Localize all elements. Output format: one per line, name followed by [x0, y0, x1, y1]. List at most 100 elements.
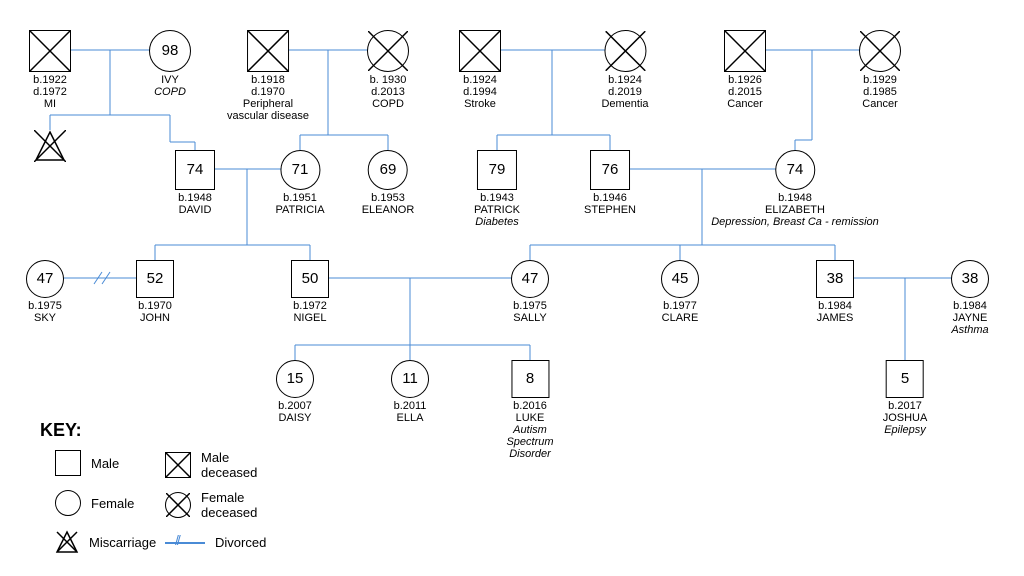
age: 74	[187, 162, 204, 179]
person-sally: 47 b.1975SALLY	[511, 260, 549, 324]
person-label: b.1929d.1985Cancer	[859, 74, 901, 110]
person-label: b.1926d.2015Cancer	[724, 74, 766, 110]
female-symbol: 98	[149, 30, 191, 72]
female-symbol	[859, 30, 901, 72]
age: 15	[287, 371, 304, 388]
key-female-icon	[55, 490, 81, 516]
female-symbol: 47	[511, 260, 549, 298]
person-label: b. 1930d.2013COPD	[367, 74, 409, 110]
person-eleanor: 69 b.1953ELEANOR	[362, 150, 415, 216]
male-symbol: 38	[816, 260, 854, 298]
person-label: b.1948ELIZABETHDepression, Breast Ca - r…	[711, 192, 879, 228]
female-symbol: 47	[26, 260, 64, 298]
person-label: b.2007DAISY	[276, 400, 314, 424]
person-james: 38b.1984JAMES	[816, 260, 854, 324]
key-label: Femaledeceased	[201, 490, 257, 520]
age: 47	[522, 271, 539, 288]
age: 38	[962, 271, 979, 288]
male-symbol: 76	[590, 150, 630, 190]
key-item: Female	[55, 490, 134, 516]
person-patricia: 71 b.1951PATRICIA	[275, 150, 324, 216]
male-symbol: 79	[477, 150, 517, 190]
person-label: b.1972NIGEL	[291, 300, 329, 324]
person-label: IVYCOPD	[149, 74, 191, 98]
person-label: b.1975SALLY	[511, 300, 549, 324]
male-symbol	[459, 30, 501, 72]
female-symbol	[367, 30, 409, 72]
age: 50	[302, 271, 319, 288]
age: 98	[162, 43, 179, 60]
key-male-icon	[165, 452, 191, 478]
male-symbol: 5	[886, 360, 924, 398]
age: 45	[672, 271, 689, 288]
key-female-icon	[165, 492, 191, 518]
person-g1c: b.1918d.1970Peripheralvascular disease	[227, 30, 309, 122]
key-divorced-icon: //	[165, 542, 205, 544]
age: 76	[602, 162, 619, 179]
key-label: Maledeceased	[201, 450, 257, 480]
key-label: Miscarriage	[89, 535, 156, 550]
person-label: b.1943PATRICKDiabetes	[474, 192, 520, 228]
age: 52	[147, 271, 164, 288]
person-mis	[34, 130, 66, 162]
female-symbol	[604, 30, 646, 72]
male-symbol: 74	[175, 150, 215, 190]
person-sky: 47b.1975SKY	[26, 260, 64, 324]
person-clare: 45 b.1977CLARE	[661, 260, 699, 324]
male-symbol: 50	[291, 260, 329, 298]
person-nigel: 50 b.1972NIGEL	[291, 260, 329, 324]
person-label: b.1975SKY	[26, 300, 64, 324]
key-item: Male	[55, 450, 119, 476]
person-label: b.1922d.1972MI	[29, 74, 71, 110]
key-label: Divorced	[215, 535, 266, 550]
age: 71	[292, 162, 309, 179]
age: 5	[901, 371, 909, 388]
person-daisy: 15 b.2007DAISY	[276, 360, 314, 424]
person-elizabeth: 74b.1948ELIZABETHDepression, Breast Ca -…	[711, 150, 879, 228]
age: 69	[380, 162, 397, 179]
female-symbol: 11	[391, 360, 429, 398]
key-label: Male	[91, 456, 119, 471]
key-item: Maledeceased	[165, 450, 257, 480]
age: 79	[489, 162, 506, 179]
person-label: b.2016LUKEAutismSpectrumDisorder	[506, 400, 553, 460]
person-john: 52 b.1970JOHN	[136, 260, 174, 324]
person-label: b.2017JOSHUAEpilepsy	[883, 400, 928, 436]
person-g1e: b.1924d.1994Stroke	[459, 30, 501, 110]
person-stephen: 76 b.1946STEPHEN	[584, 150, 636, 216]
key-title: KEY:	[40, 420, 82, 441]
person-luke: 8 b.2016LUKEAutismSpectrumDisorder	[506, 360, 553, 460]
person-label: b.1918d.1970Peripheralvascular disease	[227, 74, 309, 122]
person-label: b.1924d.1994Stroke	[459, 74, 501, 110]
person-g1a: b.1922d.1972MI	[29, 30, 71, 110]
person-ella: 11 b.2011ELLA	[391, 360, 429, 424]
person-patrick: 79 b.1943PATRICKDiabetes	[474, 150, 520, 228]
female-symbol: 71	[280, 150, 320, 190]
female-symbol: 15	[276, 360, 314, 398]
age: 8	[526, 371, 534, 388]
person-g1d: b. 1930d.2013COPD	[367, 30, 409, 110]
key-label: Female	[91, 496, 134, 511]
male-symbol	[34, 130, 66, 162]
person-label: b.1970JOHN	[136, 300, 174, 324]
person-label: b.1946STEPHEN	[584, 192, 636, 216]
person-david: 74 b.1948DAVID	[175, 150, 215, 216]
key-item: Miscarriage	[55, 530, 156, 554]
person-joshua: 5 b.2017JOSHUAEpilepsy	[883, 360, 928, 436]
male-symbol: 52	[136, 260, 174, 298]
person-g1f: b.1924d.2019Dementia	[601, 30, 648, 110]
person-label: b.1984JAYNEAsthma	[951, 300, 989, 336]
male-symbol	[29, 30, 71, 72]
person-label: b.1948DAVID	[175, 192, 215, 216]
person-g1g: b.1926d.2015Cancer	[724, 30, 766, 110]
male-symbol	[247, 30, 289, 72]
person-label: b.1953ELEANOR	[362, 192, 415, 216]
person-label: b.1951PATRICIA	[275, 192, 324, 216]
age: 38	[827, 271, 844, 288]
female-symbol: 74	[775, 150, 815, 190]
age: 11	[402, 371, 418, 388]
person-label: b.2011ELLA	[391, 400, 429, 424]
person-label: b.1977CLARE	[661, 300, 699, 324]
female-symbol: 45	[661, 260, 699, 298]
female-symbol: 69	[368, 150, 408, 190]
